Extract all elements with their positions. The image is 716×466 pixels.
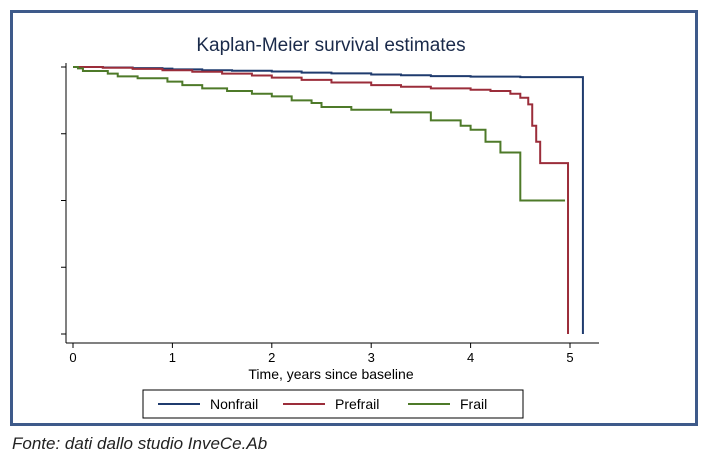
- legend-label-prefrail: Prefrail: [335, 396, 379, 412]
- legend-label-nonfrail: Nonfrail: [210, 396, 258, 412]
- x-tick-label: 0: [69, 350, 76, 365]
- series-line-frail: [73, 66, 566, 202]
- chart-title: Kaplan-Meier survival estimates: [196, 35, 465, 56]
- x-tick-label: 5: [566, 350, 573, 365]
- legend-label-frail: Frail: [460, 396, 487, 412]
- series-layer: [73, 66, 584, 334]
- kaplan-meier-chart: Kaplan-Meier survival estimates 0 1 2 3 4 5 T…: [61, 35, 599, 419]
- figure-caption: Fonte: dati dallo studio InveCe.Ab: [12, 434, 268, 453]
- x-tick-label: 1: [169, 350, 176, 365]
- x-tick-label: 2: [268, 350, 275, 365]
- legend: Nonfrail Prefrail Frail: [142, 389, 524, 419]
- x-tick-label: 3: [368, 350, 375, 365]
- axes: 0 1 2 3 4 5: [61, 63, 599, 365]
- x-axis-label: Time, years since baseline: [248, 366, 413, 382]
- series-line-prefrail: [73, 66, 570, 334]
- x-tick-label: 4: [467, 350, 474, 365]
- legend-box: [142, 389, 524, 419]
- figure-frame: Kaplan-Meier survival estimates 0 1 2 3 4 5 T…: [10, 10, 698, 426]
